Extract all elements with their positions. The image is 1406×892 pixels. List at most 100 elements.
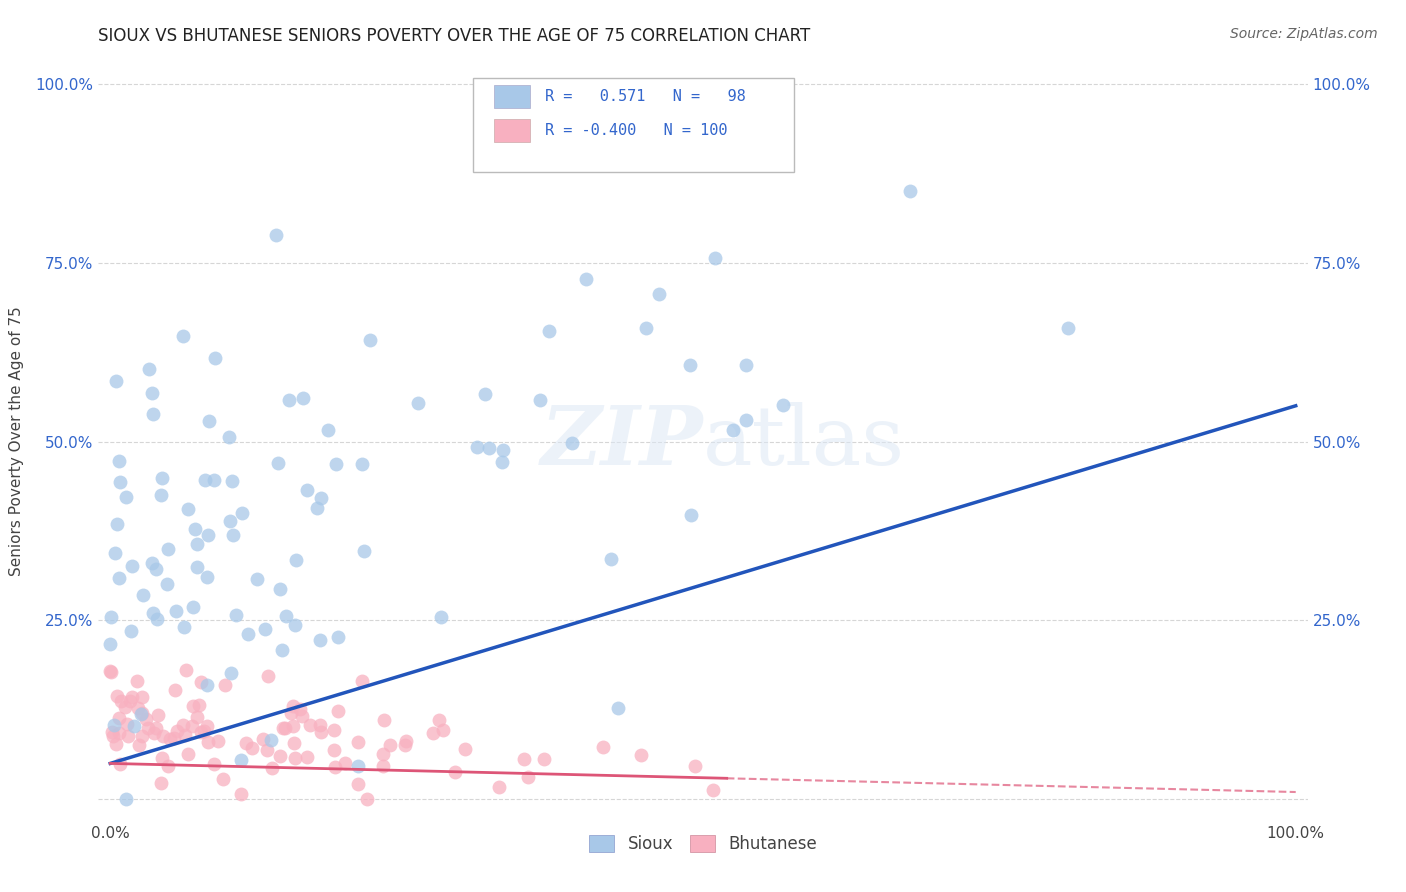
Point (274, 721, 297, 735)
Point (256, 743, 278, 757)
Point (150, 471, 173, 485)
Point (177, 747, 200, 762)
Point (104, 546, 127, 560)
Point (146, 707, 169, 722)
Point (734, 413, 756, 427)
Point (427, 713, 450, 727)
Point (721, 423, 744, 437)
Point (225, 607, 247, 622)
Point (156, 541, 179, 556)
Point (141, 556, 163, 570)
Point (131, 690, 153, 704)
Point (517, 770, 540, 784)
Text: R = -0.400   N = 100: R = -0.400 N = 100 (544, 123, 727, 138)
Point (129, 706, 152, 721)
Point (190, 724, 212, 739)
Point (141, 385, 163, 400)
Point (380, 738, 402, 752)
Point (488, 780, 510, 795)
Point (295, 750, 318, 764)
Point (197, 527, 219, 541)
Point (432, 723, 454, 738)
Point (323, 743, 346, 757)
Point (105, 737, 128, 751)
Point (127, 701, 149, 715)
Point (180, 719, 202, 733)
Point (702, 782, 724, 797)
Point (98, 637, 121, 651)
Point (394, 739, 416, 753)
Text: R =   0.571   N =   98: R = 0.571 N = 98 (544, 89, 745, 104)
Point (204, 351, 226, 366)
Point (188, 698, 211, 712)
Point (474, 386, 496, 401)
Point (260, 761, 283, 775)
Point (323, 760, 346, 774)
Point (131, 588, 153, 602)
Point (163, 682, 186, 697)
Point (284, 618, 307, 632)
Point (121, 690, 143, 704)
Point (395, 733, 418, 747)
Point (100, 665, 122, 680)
Point (218, 430, 240, 444)
Point (202, 473, 225, 487)
Point (108, 475, 131, 490)
Point (105, 690, 128, 704)
Point (100, 610, 122, 624)
Point (291, 708, 314, 723)
Point (529, 392, 551, 407)
Point (100, 665, 122, 679)
Point (136, 721, 159, 735)
Point (311, 491, 333, 505)
Point (333, 756, 356, 770)
Point (422, 725, 444, 739)
Point (219, 666, 242, 681)
Point (219, 514, 242, 528)
Point (202, 757, 225, 772)
Point (195, 570, 218, 584)
Point (195, 719, 218, 733)
Point (181, 600, 204, 615)
Text: SIOUX VS BHUTANESE SENIORS POVERTY OVER THE AGE OF 75 CORRELATION CHART: SIOUX VS BHUTANESE SENIORS POVERTY OVER … (98, 27, 811, 45)
Point (347, 735, 370, 749)
Point (607, 701, 630, 715)
Point (172, 717, 194, 731)
Point (172, 329, 194, 343)
Point (599, 552, 621, 566)
Point (107, 711, 129, 725)
Point (406, 396, 429, 410)
Point (186, 537, 208, 551)
Point (533, 751, 555, 765)
Point (630, 748, 652, 763)
Point (131, 729, 153, 743)
Point (238, 627, 260, 641)
Point (278, 393, 301, 408)
Point (173, 620, 195, 634)
Point (142, 607, 165, 621)
Point (284, 751, 307, 765)
Point (235, 736, 257, 750)
Point (121, 559, 143, 574)
Point (283, 736, 305, 750)
Point (195, 677, 218, 691)
Point (114, 700, 136, 714)
Point (128, 739, 150, 753)
Point (231, 787, 253, 801)
Point (254, 622, 277, 636)
Point (159, 732, 181, 747)
Point (146, 612, 169, 626)
Point (184, 522, 207, 536)
Point (352, 673, 374, 688)
Point (346, 777, 368, 791)
Point (429, 609, 451, 624)
Point (734, 358, 756, 372)
FancyBboxPatch shape (474, 78, 793, 172)
Point (143, 726, 166, 740)
Point (117, 729, 139, 743)
Point (101, 729, 124, 743)
Point (103, 717, 125, 731)
Point (181, 698, 204, 713)
Text: atlas: atlas (703, 401, 905, 482)
FancyBboxPatch shape (494, 120, 530, 142)
